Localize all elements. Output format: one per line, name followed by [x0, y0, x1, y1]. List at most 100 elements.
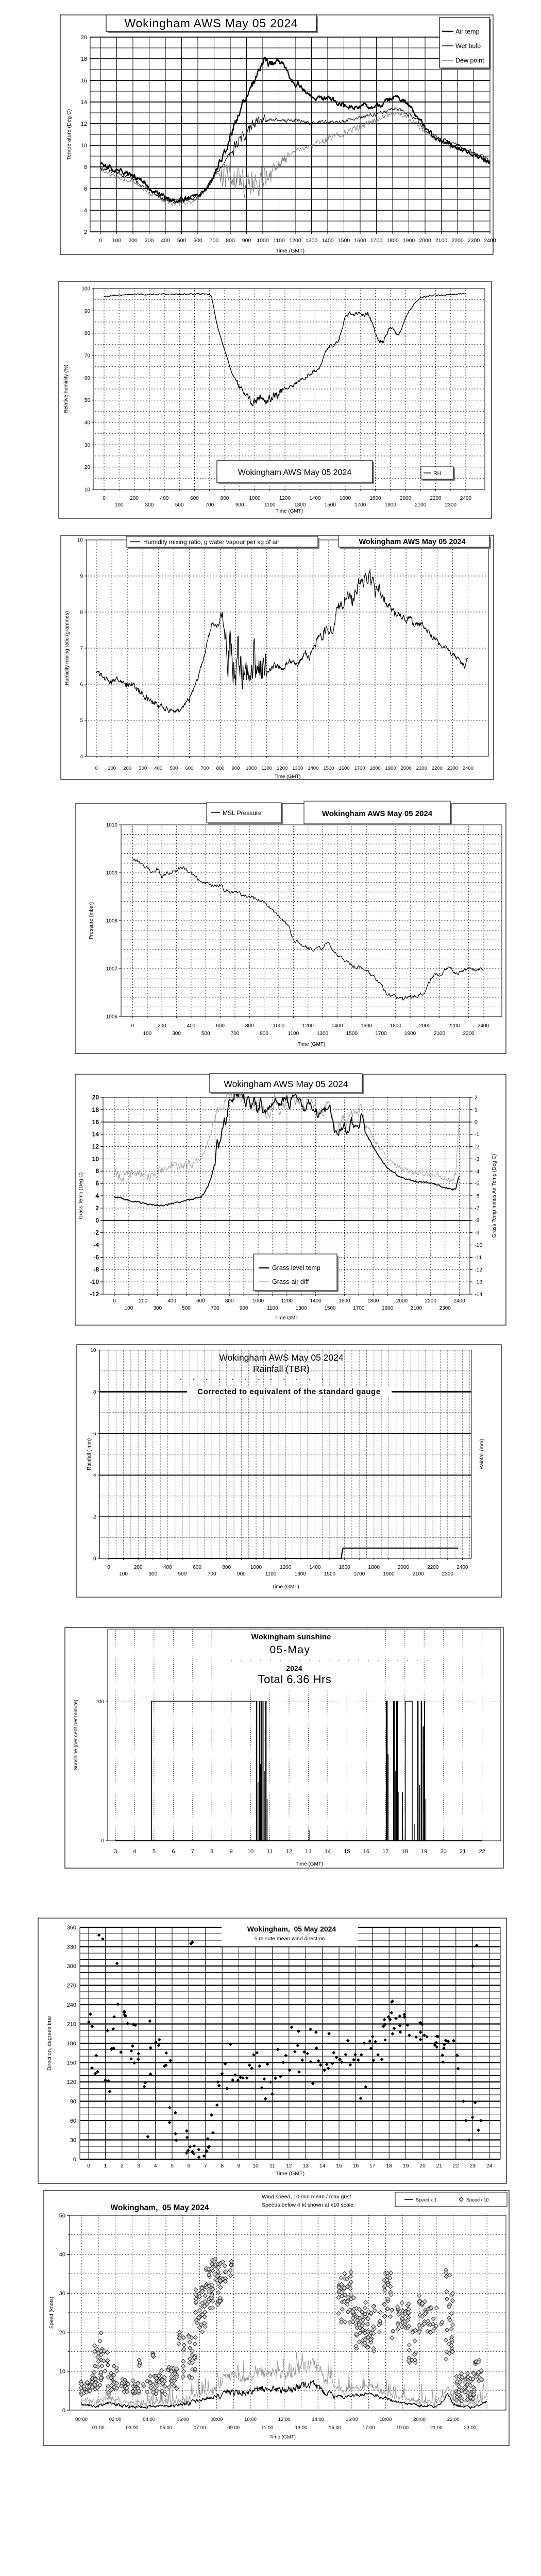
svg-text:MSL Pressure: MSL Pressure [223, 809, 262, 817]
svg-text:Wokingham AWS May 05 2024: Wokingham AWS May 05 2024 [124, 16, 298, 30]
svg-text:11: 11 [269, 2163, 275, 2169]
svg-text:1700: 1700 [354, 502, 366, 508]
svg-text:1000: 1000 [257, 238, 269, 244]
svg-text:Direction, degrees true: Direction, degrees true [46, 2016, 53, 2071]
svg-text:08:00: 08:00 [211, 2417, 223, 2422]
svg-text:500: 500 [175, 502, 184, 508]
svg-text:Wind speed, 10 min mean / max: Wind speed, 10 min mean / max gust [262, 2194, 351, 2200]
svg-text:2200: 2200 [432, 766, 443, 771]
svg-text:2100: 2100 [416, 766, 427, 771]
svg-text:80: 80 [84, 331, 91, 336]
svg-text:6: 6 [95, 1180, 99, 1187]
svg-text:300: 300 [145, 238, 154, 244]
svg-text:1500: 1500 [325, 502, 336, 508]
svg-text:7: 7 [191, 1849, 194, 1855]
svg-text:1700: 1700 [353, 1571, 365, 1577]
svg-text:30: 30 [84, 443, 91, 448]
svg-text:1200: 1200 [302, 1023, 314, 1029]
svg-text:200: 200 [158, 1023, 166, 1029]
svg-text:900: 900 [242, 238, 251, 244]
svg-text:2024: 2024 [286, 1664, 302, 1672]
svg-text:800: 800 [216, 766, 225, 771]
svg-text:90: 90 [70, 2099, 76, 2105]
svg-text:400: 400 [163, 1565, 172, 1570]
svg-text:1300: 1300 [296, 1306, 308, 1311]
svg-text:8: 8 [84, 164, 87, 171]
svg-text:1300: 1300 [295, 1571, 307, 1577]
svg-text:4: 4 [133, 1849, 136, 1855]
svg-text:1500: 1500 [323, 766, 334, 771]
svg-text:60: 60 [70, 2118, 76, 2124]
svg-text:18: 18 [92, 1106, 99, 1113]
svg-text:17: 17 [369, 2163, 376, 2169]
svg-text:900: 900 [232, 766, 240, 771]
svg-text:90: 90 [84, 309, 91, 314]
svg-text:05-May: 05-May [269, 1644, 310, 1656]
svg-text:0: 0 [95, 766, 97, 771]
svg-text:2100: 2100 [412, 1571, 424, 1577]
svg-text:20: 20 [92, 1094, 99, 1101]
svg-text:21:00: 21:00 [430, 2425, 443, 2431]
svg-text:10: 10 [90, 1348, 96, 1353]
svg-text:-12: -12 [90, 1291, 99, 1298]
svg-text:240: 240 [67, 2002, 76, 2008]
svg-text:1400: 1400 [308, 766, 318, 771]
svg-text:200: 200 [128, 238, 138, 244]
svg-text:1100: 1100 [273, 238, 285, 244]
svg-text:0: 0 [131, 1023, 134, 1029]
svg-text:Rainfall ( mm): Rainfall ( mm) [87, 1438, 92, 1470]
svg-text:Rainfall (TBR): Rainfall (TBR) [253, 1364, 310, 1374]
svg-text:2100: 2100 [411, 1306, 422, 1311]
svg-text:11: 11 [267, 1849, 273, 1855]
svg-text:Humidity mixing ratio, g water: Humidity mixing ratio, g water vapour pe… [143, 538, 279, 546]
svg-text:10: 10 [81, 143, 87, 149]
svg-text:18: 18 [402, 1849, 408, 1855]
svg-text:1800: 1800 [370, 766, 381, 771]
svg-text:Speed x 1: Speed x 1 [416, 2197, 437, 2202]
svg-text:Speed / 10: Speed / 10 [466, 2197, 489, 2202]
svg-text:900: 900 [237, 1571, 246, 1577]
svg-text:18:00: 18:00 [380, 2417, 392, 2422]
svg-text:Wokingham, 05 May 2024: Wokingham, 05 May 2024 [111, 2204, 209, 2212]
svg-text:Grass-air diff: Grass-air diff [272, 1278, 309, 1285]
svg-text:300: 300 [148, 1571, 157, 1577]
svg-text:Sunshine (per cent per minute): Sunshine (per cent per minute) [73, 1700, 79, 1770]
svg-text:16: 16 [353, 2163, 359, 2169]
svg-text:2300: 2300 [439, 1306, 451, 1311]
svg-text:13: 13 [305, 1849, 311, 1855]
svg-text:1500: 1500 [338, 238, 350, 244]
svg-text:5: 5 [80, 718, 83, 724]
svg-text:1700: 1700 [370, 238, 383, 244]
svg-text:-5: -5 [475, 1181, 479, 1187]
svg-text:RH: RH [433, 470, 441, 477]
svg-text:0: 0 [95, 1217, 99, 1224]
svg-text:Wet bulb: Wet bulb [455, 43, 481, 50]
svg-text:13: 13 [302, 2163, 309, 2169]
svg-text:40: 40 [59, 2252, 65, 2258]
svg-text:2300: 2300 [445, 502, 457, 508]
svg-text:2400: 2400 [463, 766, 474, 771]
svg-text:Relative humidity (%): Relative humidity (%) [63, 365, 69, 413]
svg-text:2200: 2200 [448, 1023, 460, 1029]
svg-text:600: 600 [185, 766, 193, 771]
svg-text:3: 3 [114, 1849, 117, 1855]
svg-text:500: 500 [170, 766, 178, 771]
svg-text:1300: 1300 [294, 502, 306, 508]
svg-text:4: 4 [80, 754, 83, 760]
svg-text:1100: 1100 [264, 502, 276, 508]
svg-text:200: 200 [123, 766, 131, 771]
svg-text:-2: -2 [475, 1144, 479, 1150]
svg-text:Wokingham sunshine: Wokingham sunshine [251, 1633, 331, 1641]
svg-text:500: 500 [201, 1031, 210, 1037]
svg-text:100: 100 [119, 1571, 128, 1577]
svg-text:1006: 1006 [106, 1014, 118, 1020]
svg-text:1800: 1800 [390, 1023, 402, 1029]
svg-text:1600: 1600 [339, 1565, 350, 1570]
svg-text:Wokingham AWS May 05 2024: Wokingham AWS May 05 2024 [322, 809, 433, 818]
svg-text:2000: 2000 [396, 1298, 408, 1304]
svg-text:18: 18 [81, 56, 87, 62]
svg-text:-1: -1 [475, 1131, 479, 1138]
svg-text:09:00: 09:00 [227, 2425, 240, 2431]
svg-text:1: 1 [104, 2163, 107, 2169]
svg-text:30: 30 [59, 2291, 65, 2297]
